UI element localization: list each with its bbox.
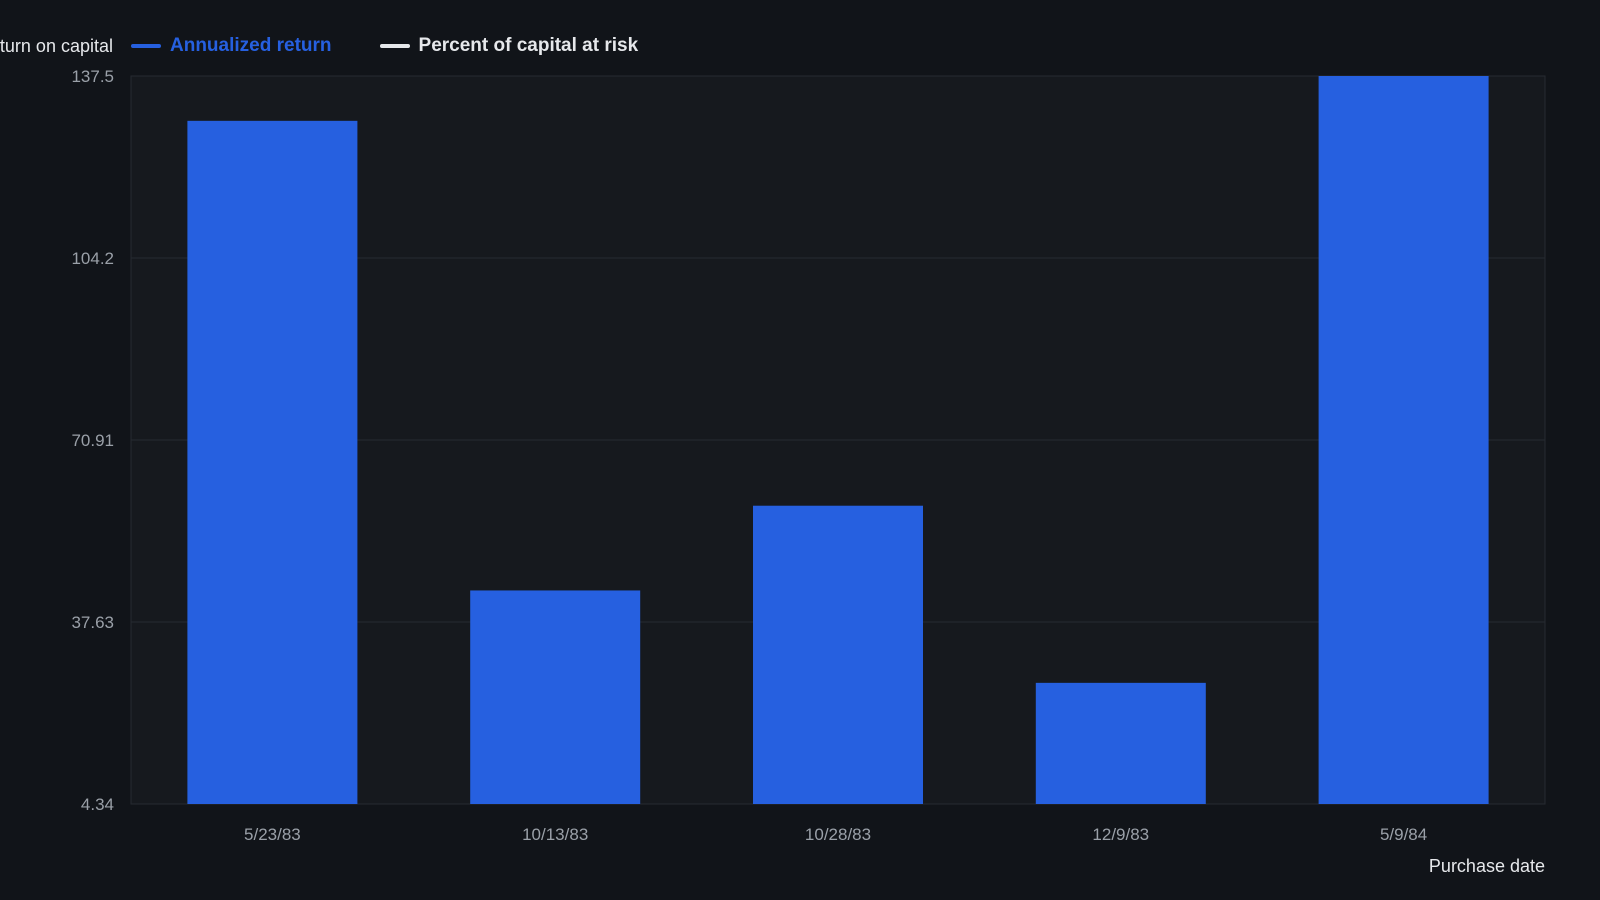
bar-12-9-83[interactable] <box>1035 682 1206 804</box>
bar-5-23-83[interactable] <box>187 120 358 805</box>
x-tick-label: 12/9/83 <box>1092 825 1149 844</box>
legend: Annualized return on capital, % Annualiz… <box>0 34 686 58</box>
y-tick-label: 70.91 <box>71 431 114 450</box>
x-axis-title: Purchase date <box>1428 856 1545 876</box>
bar-5-9-84[interactable] <box>1318 76 1489 804</box>
x-tick-label: 5/9/84 <box>1380 825 1427 844</box>
bar-10-13-83[interactable] <box>470 590 641 804</box>
y-tick-label: 37.63 <box>71 613 114 632</box>
x-tick-label: 10/28/83 <box>805 825 871 844</box>
y-axis-title: Annualized return on capital, % <box>0 35 113 56</box>
legend-label-percent-capital-at-risk: Percent of capital at risk <box>418 35 639 56</box>
legend-item-annualized-return[interactable]: Annualized return <box>131 35 332 57</box>
y-tick-label: 4.34 <box>81 795 114 814</box>
bar-10-28-83[interactable] <box>753 505 923 804</box>
x-tick-label: 5/23/83 <box>244 825 301 844</box>
legend-label-annualized-return: Annualized return <box>170 35 332 56</box>
legend-swatch-annualized-return <box>131 44 161 48</box>
legend-item-percent-capital-at-risk[interactable]: Percent of capital at risk <box>379 35 639 57</box>
legend-swatch-percent-capital-at-risk <box>379 44 410 48</box>
x-tick-label: 10/13/83 <box>522 825 588 844</box>
y-tick-label: 137.5 <box>71 67 114 86</box>
y-tick-label: 104.2 <box>71 249 114 268</box>
